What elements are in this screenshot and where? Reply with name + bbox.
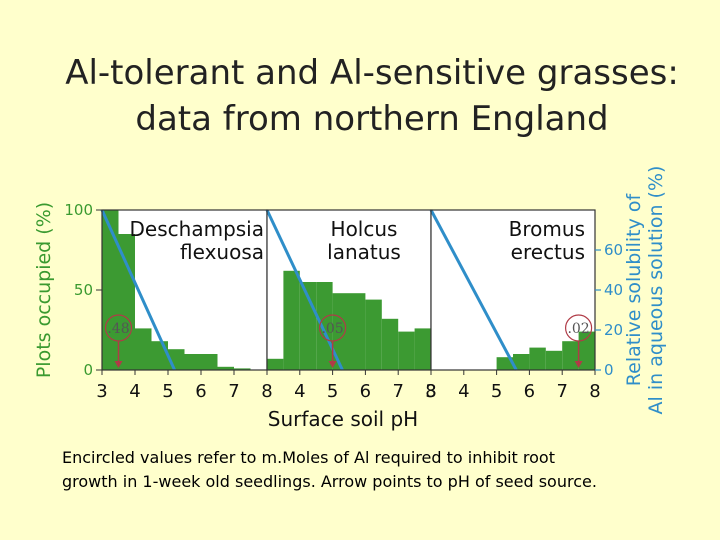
bar — [349, 293, 366, 370]
bar — [578, 331, 595, 370]
bar — [234, 368, 251, 370]
x-tick-label: 4 — [458, 381, 469, 402]
y-tick-label: 50 — [74, 281, 93, 299]
species-name-line: lanatus — [327, 240, 401, 264]
x-tick-label: 7 — [228, 381, 239, 402]
species-name-line: Deschampsia — [130, 217, 264, 241]
y2-tick-label: 0 — [604, 361, 614, 379]
x-tick-label: 5 — [491, 381, 502, 402]
species-name-line: flexuosa — [180, 240, 264, 264]
x-tick-label: 7 — [392, 381, 403, 402]
bar — [398, 331, 415, 370]
y2-tick-label: 60 — [604, 241, 623, 259]
x-axis-label: Surface soil pH — [268, 407, 418, 431]
bar — [283, 270, 300, 370]
bar — [365, 299, 382, 370]
chart-axes: Plots occupied (%) Relative solubility o… — [33, 166, 667, 431]
bar — [135, 328, 152, 370]
y2-tick-label: 20 — [604, 321, 623, 339]
bar — [316, 282, 333, 370]
bar — [529, 347, 546, 370]
al-value-label: .05 — [321, 321, 343, 337]
bar — [102, 210, 119, 370]
x-tick-label: 4 — [294, 381, 305, 402]
x-tick-label: 6 — [360, 381, 371, 402]
x-tick-label: 8 — [425, 381, 436, 402]
x-tick-label: 3 — [425, 381, 436, 402]
bar — [381, 318, 399, 370]
caption-line-2: growth in 1-week old seedlings. Arrow po… — [62, 472, 597, 491]
seed-source-arrow-head — [574, 361, 583, 368]
y-axis-label: Plots occupied (%) — [33, 202, 55, 378]
bar — [217, 366, 234, 370]
bar — [267, 358, 284, 370]
y2-axis-label-line-1: Relative solubility of — [623, 192, 645, 386]
bar — [545, 350, 563, 370]
x-tick-label: 5 — [327, 381, 338, 402]
bar — [562, 341, 579, 370]
bar — [151, 341, 168, 370]
x-tick-label: 6 — [195, 381, 206, 402]
solubility-line — [265, 209, 344, 371]
bar — [496, 357, 513, 370]
species-name-line: Bromus — [509, 217, 585, 241]
bar — [201, 354, 218, 370]
y2-axis-label-line-2: Al in aqueous solution (%) — [645, 166, 667, 415]
title-line-1: Al-tolerant and Al-sensitive grasses: — [65, 53, 679, 93]
solubility-line — [100, 209, 176, 371]
al-value-label: .02 — [567, 321, 589, 337]
al-value-label: .48 — [107, 321, 129, 337]
species-name-line: Holcus — [331, 217, 398, 241]
x-tick-label: 8 — [261, 381, 272, 402]
bar — [414, 328, 431, 370]
x-tick-label: 4 — [129, 381, 140, 402]
x-tick-label: 6 — [524, 381, 535, 402]
y-tick-label: 100 — [64, 201, 93, 219]
x-tick-label: 5 — [162, 381, 173, 402]
bar — [513, 354, 530, 370]
bar — [118, 234, 135, 370]
x-tick-label: 7 — [556, 381, 567, 402]
y2-tick-label: 40 — [604, 281, 623, 299]
seed-source-arrow-head — [114, 361, 123, 368]
y-tick-label: 0 — [83, 361, 93, 379]
caption-line-1: Encircled values refer to m.Moles of Al … — [62, 448, 555, 467]
seed-source-arrow-head — [328, 361, 337, 368]
x-tick-label: 3 — [96, 381, 107, 402]
bar — [184, 354, 201, 370]
x-tick-label: 8 — [589, 381, 600, 402]
caption: Encircled values refer to m.Moles of Al … — [62, 446, 702, 494]
title-line-2: data from northern England — [135, 99, 609, 139]
bar — [332, 293, 349, 370]
species-name-line: erectus — [511, 240, 585, 264]
solubility-line — [429, 209, 518, 371]
slide-title: Al-tolerant and Al-sensitive grasses: da… — [0, 50, 720, 142]
